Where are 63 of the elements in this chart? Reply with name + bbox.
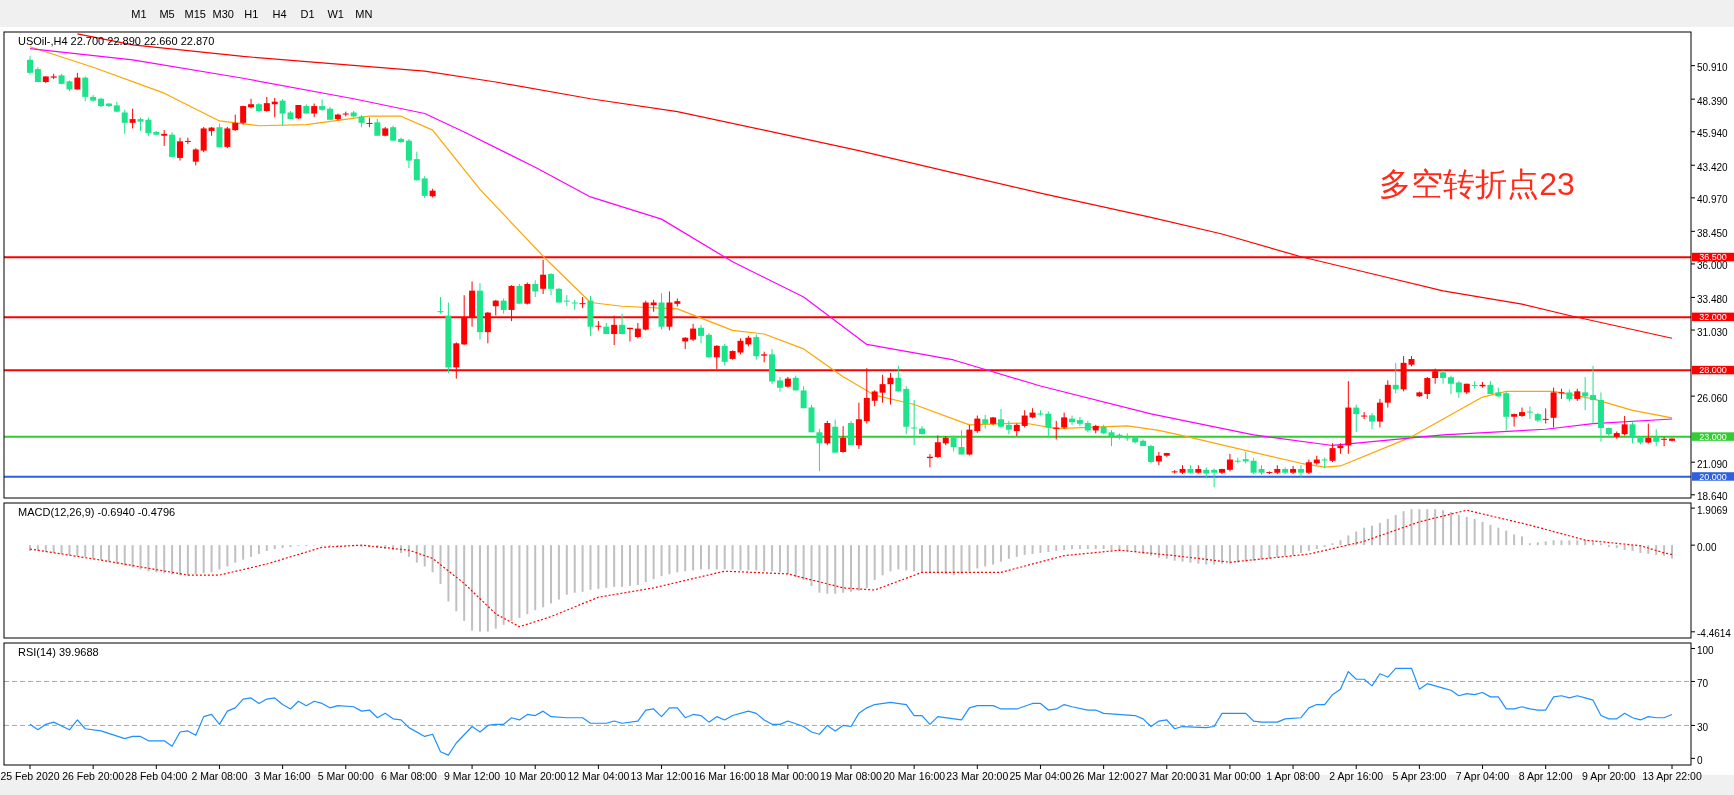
y-tick-label: 30: [1697, 721, 1709, 733]
x-tick-label: 26 Mar 12:00: [1072, 770, 1135, 782]
y-tick-label: 40.970: [1697, 194, 1729, 206]
x-tick-label: 7 Apr 04:00: [1455, 770, 1510, 782]
x-tick-label: 1 Apr 08:00: [1266, 770, 1321, 782]
text: D1: [300, 8, 315, 20]
x-tick-label: 23 Mar 20:00: [946, 770, 1009, 782]
ref-line-label: 32.000: [1699, 312, 1727, 323]
x-tick-label: 9 Mar 12:00: [444, 770, 501, 782]
x-tick-label: 13 Mar 12:00: [630, 770, 693, 782]
y-tick-label: 26.060: [1697, 392, 1729, 404]
x-tick-label: 26 Feb 20:00: [62, 770, 125, 782]
y-tick-label: 33.480: [1697, 293, 1729, 305]
x-tick-label: 16 Mar 16:00: [693, 770, 756, 782]
y-tick-label: 48.390: [1697, 95, 1729, 107]
text: MN: [355, 8, 373, 20]
ref-line-label: 20.000: [1699, 471, 1727, 482]
ref-line-label: 36.500: [1699, 252, 1727, 263]
y-tick-label: 38.450: [1697, 227, 1729, 239]
text: M5: [159, 8, 175, 20]
chart-title: MACD(12,26,9) -0.6940 -0.4796: [18, 506, 176, 518]
y-tick-label: 0: [1697, 754, 1703, 766]
x-tick-label: 25 Mar 04:00: [1009, 770, 1072, 782]
text: M15: [184, 8, 206, 20]
ref-line-label: 28.000: [1699, 365, 1727, 376]
x-tick-label: 20 Mar 16:00: [883, 770, 946, 782]
ref-line-label: 23.000: [1699, 431, 1727, 442]
y-tick-label: 18.640: [1697, 491, 1729, 503]
y-tick-label: 21.090: [1697, 458, 1729, 470]
y-tick-label: 0.00: [1697, 541, 1717, 553]
y-tick-label: 43.420: [1697, 161, 1729, 173]
y-tick-label: 1.9069: [1697, 504, 1729, 516]
text: H4: [272, 8, 287, 20]
x-tick-label: 8 Apr 12:00: [1518, 770, 1573, 782]
y-tick-label: 31.030: [1697, 326, 1729, 338]
x-tick-label: 2 Mar 08:00: [191, 770, 248, 782]
x-tick-label: 28 Feb 04:00: [125, 770, 188, 782]
y-tick-label: 45.940: [1697, 128, 1729, 140]
x-tick-label: 25 Feb 2020: [0, 770, 60, 782]
x-tick-label: 19 Mar 08:00: [820, 770, 883, 782]
text: H1: [244, 8, 259, 20]
x-tick-label: 2 Apr 16:00: [1329, 770, 1384, 782]
y-tick-label: 100: [1697, 645, 1715, 656]
y-tick-label: -4.4614: [1697, 628, 1732, 640]
x-tick-label: 18 Mar 00:00: [756, 770, 819, 782]
x-tick-label: 12 Mar 04:00: [567, 770, 630, 782]
y-tick-label: 70: [1697, 677, 1709, 689]
x-tick-label: 10 Mar 20:00: [504, 770, 567, 782]
x-tick-label: 6 Mar 08:00: [380, 770, 438, 782]
annotation: 多空转折点23: [1379, 166, 1575, 202]
x-tick-label: 5 Apr 23:00: [1392, 770, 1447, 782]
text: M30: [212, 8, 234, 20]
x-tick-label: 13 Apr 22:00: [1642, 770, 1702, 782]
x-tick-label: 27 Mar 20:00: [1135, 770, 1198, 782]
x-tick-label: 31 Mar 00:00: [1198, 770, 1262, 782]
y-tick-label: 50.910: [1697, 62, 1729, 74]
x-tick-label: 3 Mar 16:00: [254, 770, 311, 782]
text: W1: [327, 8, 344, 20]
chart-title: RSI(14) 39.9688: [18, 646, 99, 658]
text: M1: [131, 8, 147, 20]
x-tick-label: 9 Apr 20:00: [1581, 770, 1636, 782]
y-tick-label: 36.000: [1697, 260, 1729, 272]
x-tick-label: 5 Mar 00:00: [317, 770, 374, 782]
